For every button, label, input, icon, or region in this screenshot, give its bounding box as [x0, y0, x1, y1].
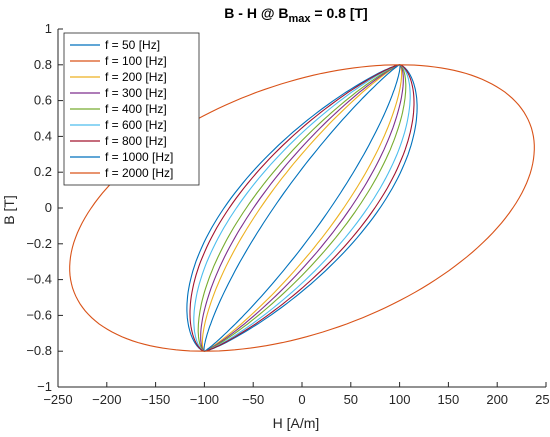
legend-entry: f = 400 [Hz] — [105, 102, 167, 116]
x-tick-label: 200 — [486, 392, 508, 407]
x-tick-label: 150 — [438, 392, 460, 407]
x-tick-label: 250 — [535, 392, 550, 407]
y-tick-label: −0.4 — [26, 272, 52, 287]
y-tick-label: 0.8 — [34, 57, 52, 72]
y-tick-label: −1 — [37, 379, 52, 394]
chart-title: B - H @ Bmax = 0.8 [T] — [224, 5, 367, 25]
legend-entry: f = 100 [Hz] — [105, 54, 167, 68]
y-tick-label: −0.6 — [26, 307, 52, 322]
y-tick-label: 0.4 — [34, 128, 52, 143]
legend-entry: f = 2000 [Hz] — [105, 166, 173, 180]
legend-entry: f = 50 [Hz] — [105, 38, 160, 52]
y-axis-label: B [T] — [1, 195, 17, 225]
x-tick-label: −50 — [242, 392, 264, 407]
y-tick-label: 0.2 — [34, 164, 52, 179]
hysteresis-curves — [69, 64, 535, 352]
x-tick-label: −100 — [190, 392, 219, 407]
axes: −250 −200 −150 −100 −50 0 50 100 150 200 250 1 0.8 0.… — [26, 21, 550, 407]
x-axis-label: H [A/m] — [273, 415, 320, 431]
x-tick-label: 100 — [389, 392, 411, 407]
legend-entry: f = 200 [Hz] — [105, 70, 167, 84]
legend-entry: f = 600 [Hz] — [105, 118, 167, 132]
y-tick-label: 0 — [45, 200, 52, 215]
legend-entry: f = 1000 [Hz] — [105, 150, 173, 164]
y-tick-label: −0.2 — [26, 236, 52, 251]
x-tick-label: 50 — [344, 392, 358, 407]
y-tick-label: 0.6 — [34, 93, 52, 108]
y-tick-label: 1 — [45, 21, 52, 36]
x-tick-label: 0 — [298, 392, 305, 407]
legend-entry: f = 300 [Hz] — [105, 86, 167, 100]
title-prefix: B - H @ B — [224, 5, 288, 21]
x-tick-label: −200 — [92, 392, 121, 407]
legend: f = 50 [Hz] f = 100 [Hz] f = 200 [Hz] f = 3… — [63, 32, 200, 186]
title-suffix: = 0.8 [T] — [311, 5, 368, 21]
y-tick-label: −0.8 — [26, 343, 52, 358]
x-tick-label: −150 — [141, 392, 170, 407]
title-subscript: max — [288, 13, 311, 25]
legend-entry: f = 800 [Hz] — [105, 134, 167, 148]
x-tick-label: −250 — [43, 392, 72, 407]
